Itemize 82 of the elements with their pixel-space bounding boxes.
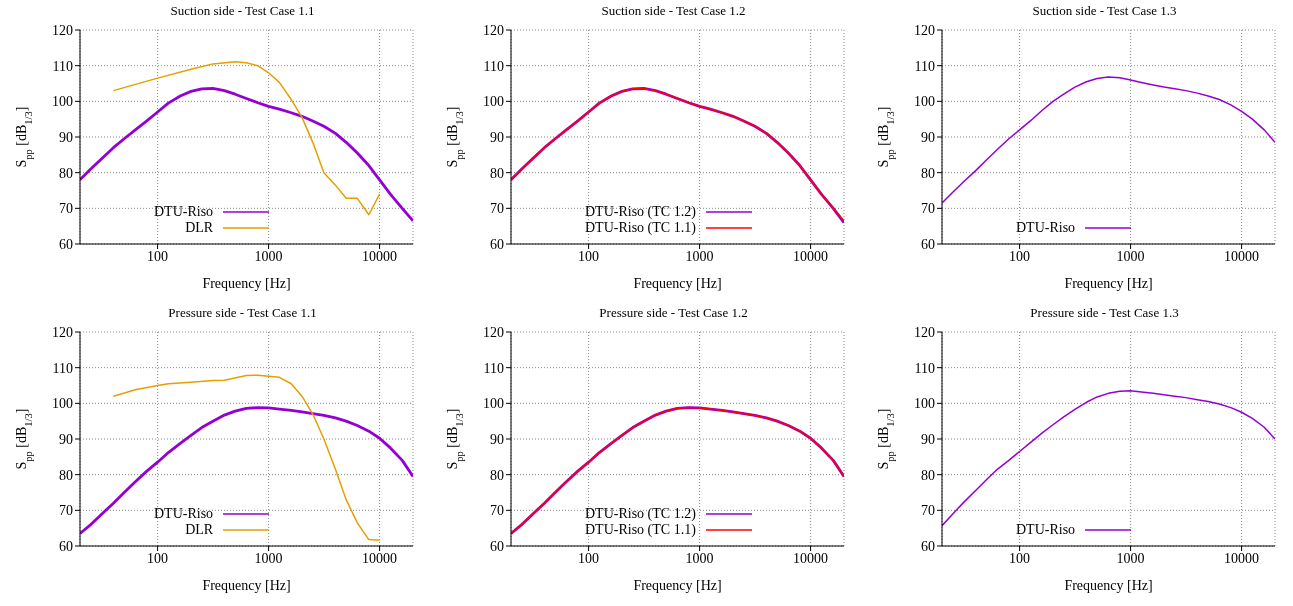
y-tick-label: 80 bbox=[490, 467, 504, 483]
y-tick-label: 90 bbox=[921, 431, 935, 447]
y-tick-label: 120 bbox=[914, 324, 935, 340]
x-tick-label: 10000 bbox=[793, 550, 829, 566]
y-tick-label: 100 bbox=[914, 94, 935, 110]
x-tick-label: 100 bbox=[578, 550, 600, 566]
x-tick-label: 10000 bbox=[793, 248, 829, 264]
y-tick-label: 110 bbox=[483, 58, 504, 74]
chart-title: Suction side - Test Case 1.1 bbox=[169, 2, 316, 20]
y-tick-label: 90 bbox=[59, 129, 73, 145]
x-tick-label: 1000 bbox=[1116, 248, 1145, 264]
legend-label: DTU-Riso (TC 1.1) bbox=[585, 220, 696, 236]
y-tick-label: 80 bbox=[59, 467, 73, 483]
x-axis-title: Frequency [Hz] bbox=[202, 578, 291, 593]
y-tick-label: 110 bbox=[52, 58, 73, 74]
x-tick-label: 10000 bbox=[362, 550, 398, 566]
legend-label: DLR bbox=[185, 220, 214, 236]
legend-label: DLR bbox=[185, 522, 214, 538]
y-tick-label: 110 bbox=[914, 58, 935, 74]
y-tick-label: 70 bbox=[921, 503, 935, 519]
x-tick-label: 10000 bbox=[1224, 248, 1260, 264]
legend-label: DTU-Riso (TC 1.1) bbox=[585, 522, 696, 538]
y-tick-label: 70 bbox=[490, 201, 504, 217]
legend-label: DTU-Riso bbox=[1016, 522, 1076, 538]
x-tick-label: 100 bbox=[1009, 550, 1031, 566]
y-tick-label: 110 bbox=[483, 360, 504, 376]
y-tick-label: 120 bbox=[483, 324, 504, 340]
y-tick-label: 60 bbox=[59, 236, 73, 252]
x-tick-label: 100 bbox=[147, 550, 169, 566]
y-tick-label: 60 bbox=[490, 538, 504, 554]
y-tick-label: 100 bbox=[483, 94, 504, 110]
x-tick-label: 100 bbox=[1009, 248, 1031, 264]
x-tick-label: 10000 bbox=[1224, 550, 1260, 566]
y-tick-label: 60 bbox=[921, 538, 935, 554]
y-tick-label: 100 bbox=[52, 94, 73, 110]
legend-label: DTU-Riso bbox=[154, 506, 214, 522]
y-tick-label: 70 bbox=[921, 201, 935, 217]
y-tick-label: 100 bbox=[914, 396, 935, 412]
x-axis-title: Frequency [Hz] bbox=[633, 578, 722, 593]
chart-title: Pressure side - Test Case 1.2 bbox=[598, 304, 749, 322]
y-tick-label: 110 bbox=[52, 360, 73, 376]
legend-label: DTU-Riso (TC 1.2) bbox=[585, 506, 696, 522]
x-tick-label: 10000 bbox=[362, 248, 398, 264]
y-tick-label: 70 bbox=[490, 503, 504, 519]
y-tick-label: 120 bbox=[914, 22, 935, 38]
legend-label: DTU-Riso (TC 1.2) bbox=[585, 204, 696, 220]
x-axis-title: Frequency [Hz] bbox=[1064, 578, 1153, 593]
y-tick-label: 90 bbox=[490, 129, 504, 145]
y-tick-label: 80 bbox=[59, 165, 73, 181]
y-tick-label: 100 bbox=[483, 396, 504, 412]
x-tick-label: 1000 bbox=[685, 550, 714, 566]
y-tick-label: 70 bbox=[59, 503, 73, 519]
y-tick-label: 60 bbox=[490, 236, 504, 252]
x-tick-label: 100 bbox=[147, 248, 169, 264]
y-tick-label: 120 bbox=[52, 22, 73, 38]
y-tick-label: 90 bbox=[921, 129, 935, 145]
y-tick-label: 100 bbox=[52, 396, 73, 412]
x-axis-title: Frequency [Hz] bbox=[202, 276, 291, 291]
x-tick-label: 100 bbox=[578, 248, 600, 264]
chart-title: Suction side - Test Case 1.2 bbox=[600, 2, 747, 20]
y-tick-label: 90 bbox=[490, 431, 504, 447]
y-tick-label: 120 bbox=[52, 324, 73, 340]
chart-title: Pressure side - Test Case 1.1 bbox=[167, 304, 318, 322]
x-axis-title: Frequency [Hz] bbox=[1064, 276, 1153, 291]
y-tick-label: 80 bbox=[921, 165, 935, 181]
y-tick-label: 120 bbox=[483, 22, 504, 38]
y-tick-label: 80 bbox=[490, 165, 504, 181]
y-tick-label: 90 bbox=[59, 431, 73, 447]
y-tick-label: 70 bbox=[59, 201, 73, 217]
y-tick-label: 110 bbox=[914, 360, 935, 376]
y-tick-label: 80 bbox=[921, 467, 935, 483]
x-tick-label: 1000 bbox=[1116, 550, 1145, 566]
x-tick-label: 1000 bbox=[254, 248, 283, 264]
legend-label: DTU-Riso bbox=[1016, 220, 1076, 236]
chart-title: Suction side - Test Case 1.3 bbox=[1031, 2, 1178, 20]
legend-label: DTU-Riso bbox=[154, 204, 214, 220]
x-tick-label: 1000 bbox=[685, 248, 714, 264]
x-tick-label: 1000 bbox=[254, 550, 283, 566]
chart-title: Pressure side - Test Case 1.3 bbox=[1029, 304, 1180, 322]
x-axis-title: Frequency [Hz] bbox=[633, 276, 722, 291]
y-tick-label: 60 bbox=[59, 538, 73, 554]
y-tick-label: 60 bbox=[921, 236, 935, 252]
